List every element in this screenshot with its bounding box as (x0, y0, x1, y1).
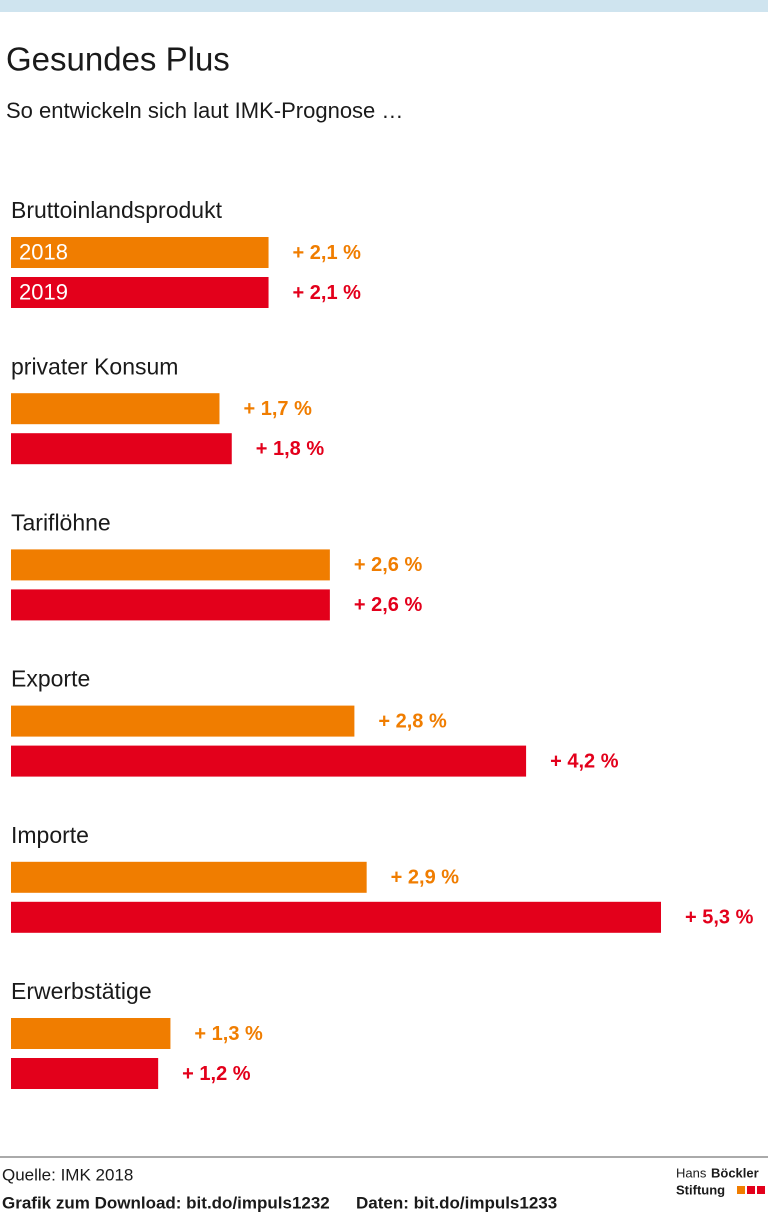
bar (11, 237, 269, 268)
bar (11, 901, 661, 933)
value-label: + 1,3 % (194, 1023, 263, 1045)
bar (11, 549, 330, 581)
bar (11, 1058, 159, 1089)
bar (11, 745, 527, 777)
source: Quelle: IMK 2018 (2, 1165, 133, 1184)
category-label: Erwerbstätige (11, 978, 152, 1004)
download-link: Grafik zum Download: bit.do/impuls1232 (2, 1193, 330, 1212)
value-label: + 2,1 % (293, 242, 362, 264)
value-label: + 2,8 % (378, 710, 447, 732)
category-label: privater Konsum (11, 353, 178, 379)
bar (11, 393, 220, 425)
value-label: + 2,6 % (354, 594, 423, 616)
logo-square (747, 1186, 755, 1194)
value-label: + 2,6 % (354, 554, 423, 576)
bar (11, 589, 330, 621)
value-label: + 4,2 % (550, 750, 619, 772)
bar (11, 277, 269, 308)
logo-text: Hans (676, 1165, 707, 1180)
logo-square (757, 1186, 765, 1194)
bar (11, 705, 355, 737)
logo-text: Böckler (711, 1165, 759, 1180)
top-band (0, 0, 768, 12)
value-label: + 1,8 % (256, 438, 325, 460)
value-label: + 2,9 % (391, 867, 460, 889)
value-label: + 2,1 % (293, 282, 362, 304)
data-link: Daten: bit.do/impuls1233 (356, 1193, 557, 1212)
logo-square (737, 1186, 745, 1194)
legend-label: 2018 (19, 239, 68, 264)
chart-title: Gesundes Plus (6, 41, 230, 78)
bar (11, 861, 367, 893)
category-label: Importe (11, 822, 89, 848)
value-label: + 5,3 % (685, 907, 754, 929)
value-label: + 1,7 % (243, 398, 312, 420)
category-label: Tariflöhne (11, 509, 111, 535)
bar (11, 1018, 171, 1049)
logo-text: Stiftung (676, 1182, 725, 1197)
bar (11, 433, 232, 465)
category-label: Bruttoinlandsprodukt (11, 197, 223, 223)
legend-label: 2019 (19, 279, 68, 304)
chart-subtitle: So entwickeln sich laut IMK-Prognose … (6, 98, 403, 123)
category-label: Exporte (11, 666, 90, 692)
value-label: + 1,2 % (182, 1063, 251, 1085)
